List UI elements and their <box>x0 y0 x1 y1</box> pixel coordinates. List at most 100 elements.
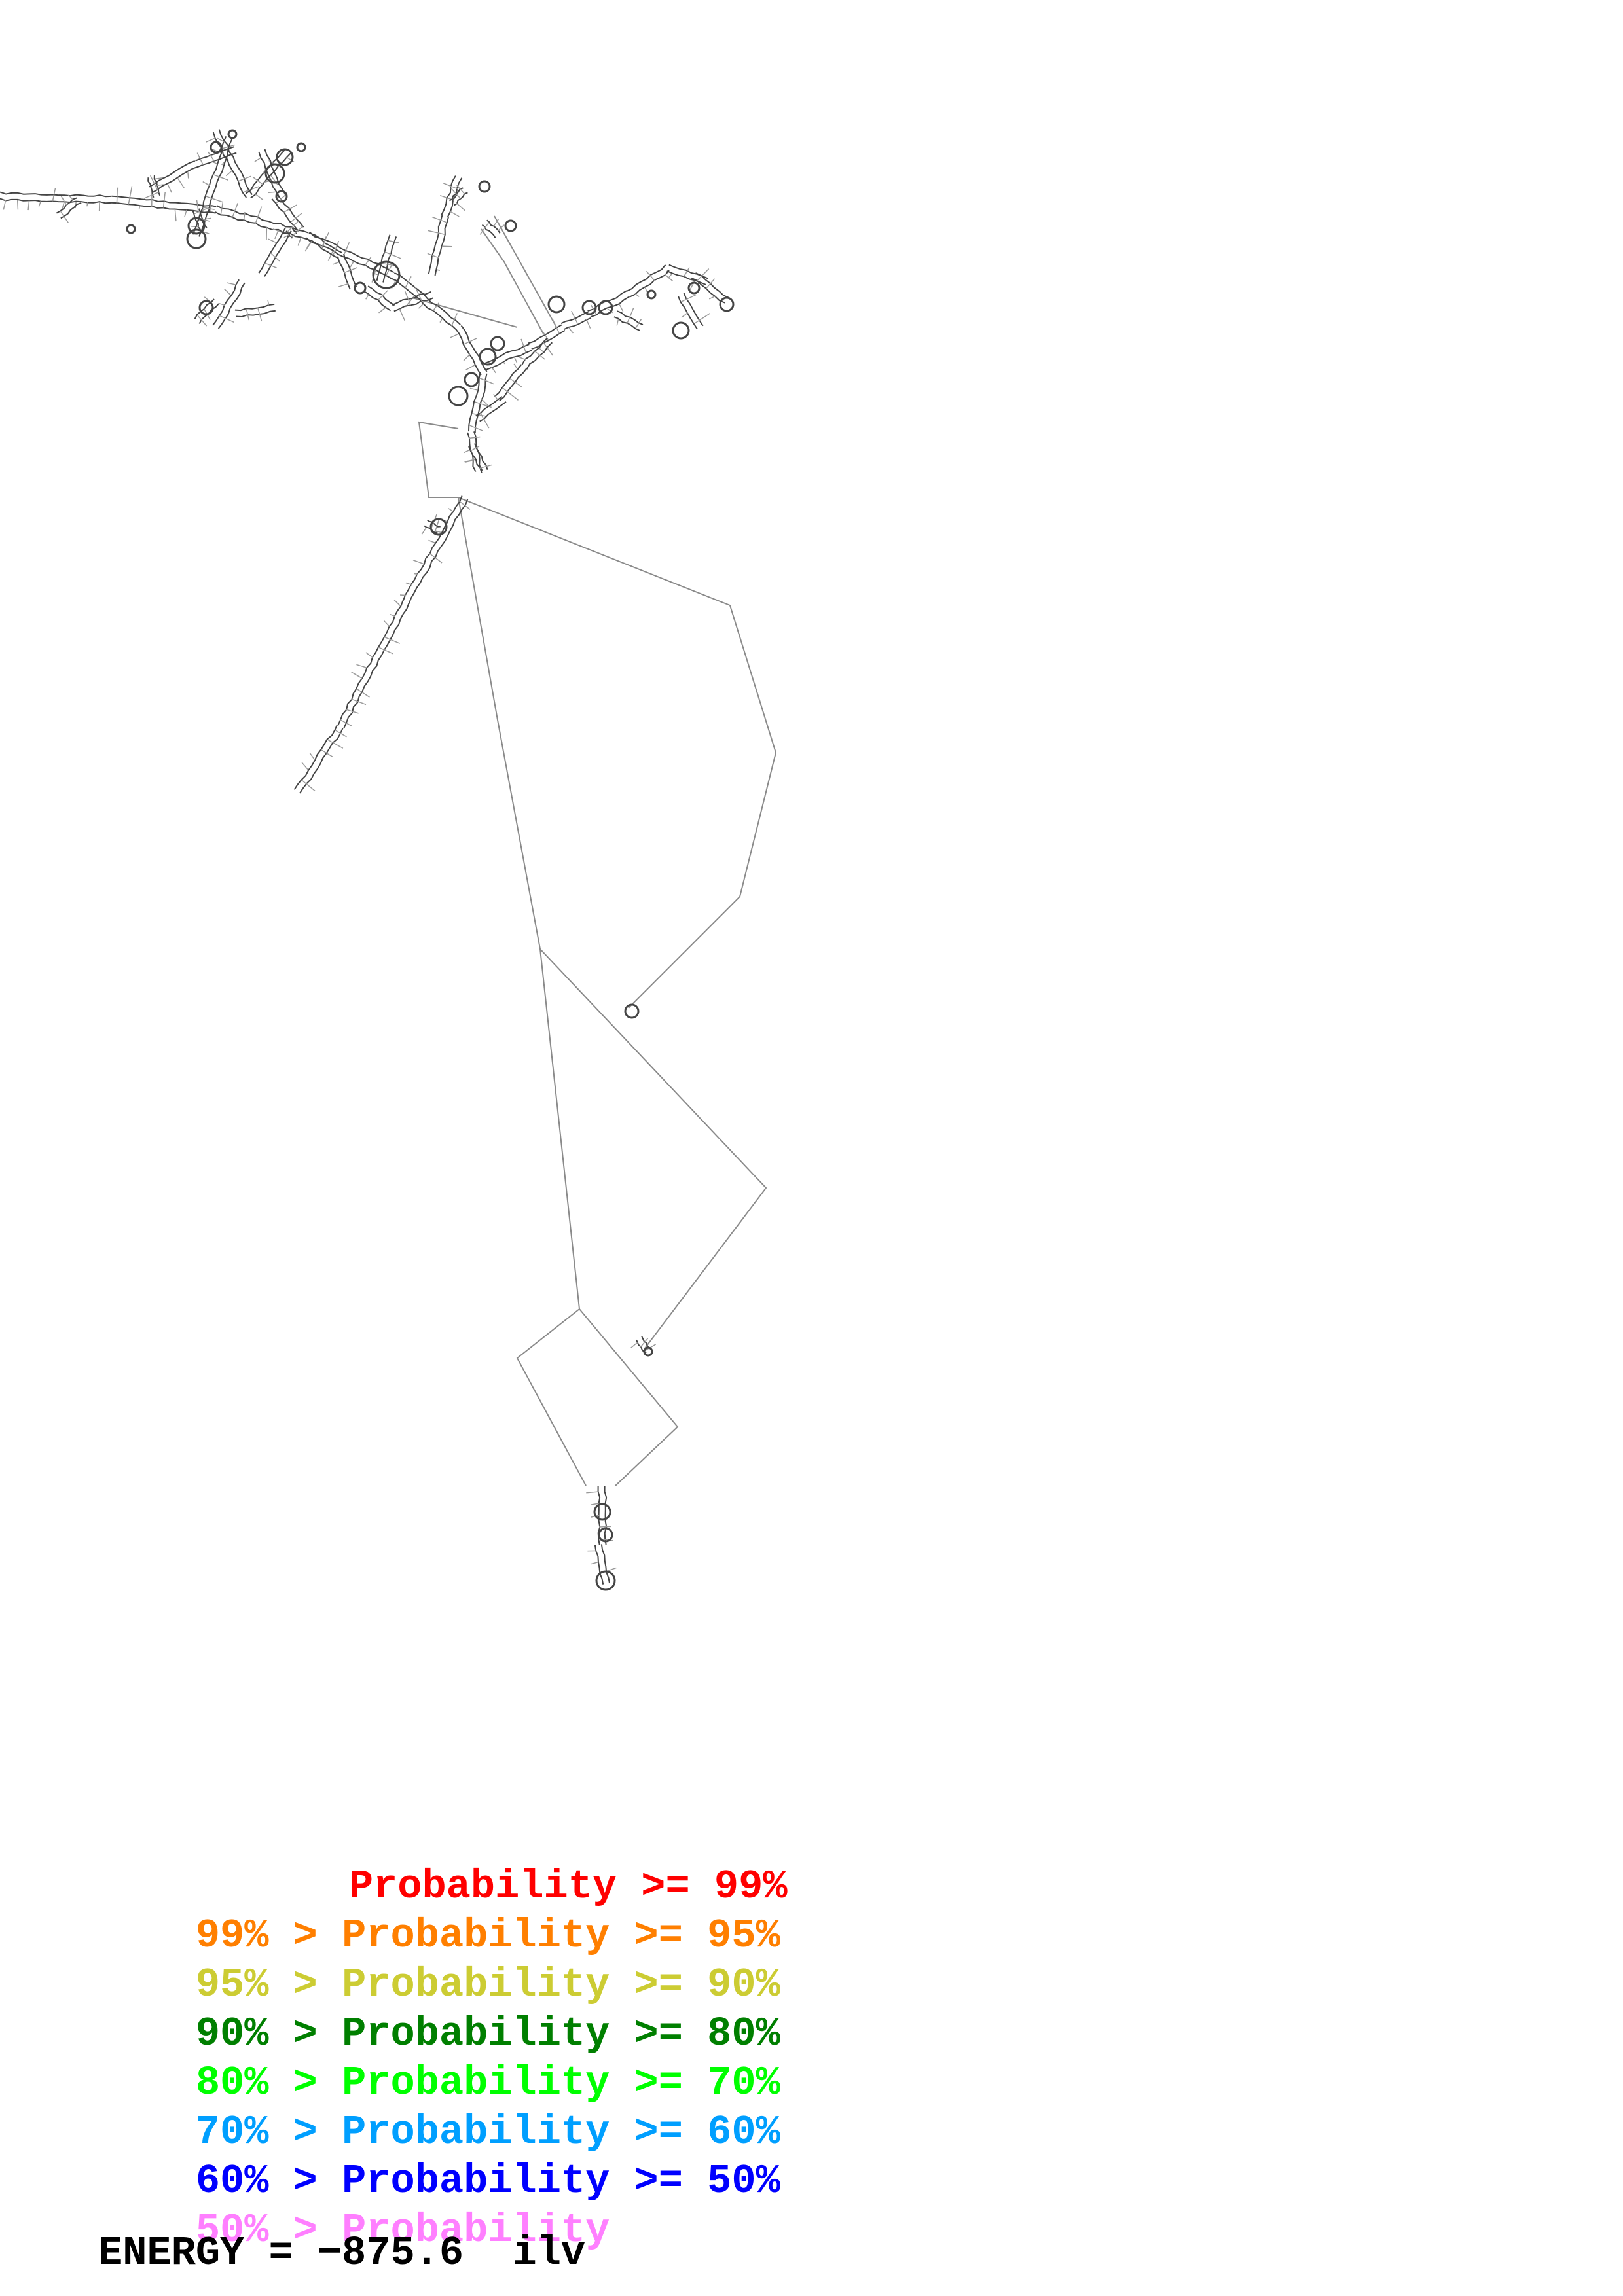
helix-stem-9-tick <box>155 177 164 180</box>
helix-stem-21-strand-b <box>236 310 276 317</box>
helix-stem-14-tick <box>202 207 215 210</box>
legend-row-7-label: Probability <box>342 2207 610 2253</box>
helix-stem-11-strand-b <box>149 160 196 188</box>
helix-stem-5-tick <box>463 353 471 361</box>
helix-stem-32-tick <box>607 308 613 314</box>
helix-stem-arm-d-tick <box>434 520 440 533</box>
helix-stem-29-strand-a <box>485 350 532 371</box>
hairpin-loop-1 <box>264 163 285 184</box>
hairpin-loop-24 <box>210 141 223 154</box>
helix-stem-21-tick <box>257 307 263 322</box>
helix-stem-33-strand-b <box>626 264 666 293</box>
helix-stem-bottom-b-tick <box>591 1561 599 1565</box>
helix-stem-33-strand-a <box>629 270 670 298</box>
helix-stem-37-tick <box>616 319 619 326</box>
helix-stem-39-tick <box>502 387 519 401</box>
hairpin-loop-6 <box>464 372 479 387</box>
backbone-connector-0 <box>458 497 777 1009</box>
hairpin-loop-30 <box>354 281 367 295</box>
helix-stem-38-strand-b <box>526 342 553 370</box>
helix-stem-37-strand-b <box>617 310 644 325</box>
helix-stem-15-tick <box>255 193 264 201</box>
hairpin-loop-14 <box>598 300 613 315</box>
helix-stem-22-tick <box>321 236 327 249</box>
backbone-connector-6 <box>481 228 544 334</box>
helix-stem-14-tick <box>211 160 217 164</box>
helix-stem-6-strand-b <box>474 373 488 433</box>
helix-stem-32-tick <box>618 302 624 312</box>
hairpin-loop-19 <box>598 1527 613 1543</box>
backbone-connector-4 <box>579 1308 679 1486</box>
helix-stem-44-tick <box>286 220 299 233</box>
helix-stem-8-tick <box>60 196 67 206</box>
helix-stem-35-tick <box>705 278 716 289</box>
helix-stem-11-tick <box>177 177 185 188</box>
helix-stem-0-tick <box>38 200 42 207</box>
helix-stem-arm-c-tick <box>309 752 316 761</box>
hairpin-loops <box>126 129 735 1591</box>
hairpin-loop-11 <box>719 296 735 312</box>
helix-stem-0-tick <box>3 200 7 210</box>
legend-row-4: 80% > Probability >= 70% <box>98 2022 780 2144</box>
helix-stem-27-tick <box>450 211 460 217</box>
helix-stem-15-tick <box>270 175 279 186</box>
helix-stem-29-tick <box>491 367 496 374</box>
helix-stem-11-tick <box>167 183 172 193</box>
helix-stem-13-strand-a <box>212 132 247 198</box>
helix-stem-24-tick <box>378 306 387 314</box>
helix-stem-arm-b-tick <box>383 620 390 627</box>
helix-stem-2-tick <box>232 203 238 218</box>
hairpin-loop-5 <box>448 386 469 406</box>
helix-stem-2-tick <box>255 206 263 224</box>
helix-stem-4-tick <box>404 276 412 289</box>
helix-stem-26-tick <box>428 230 445 235</box>
helix-stem-bottom-b-strand-b <box>600 1544 611 1584</box>
helix-stem-18-tick <box>268 238 277 243</box>
helix-stem-8-tick <box>67 194 74 200</box>
hairpin-loop-7 <box>372 260 401 289</box>
helix-stem-arm-c-strand-a <box>293 724 338 791</box>
helix-stem-arm-a-strand-a <box>402 495 463 601</box>
helix-stem-mid-tick <box>630 1342 638 1348</box>
helix-stem-23-tick <box>333 261 340 265</box>
helix-stem-18-strand-b <box>264 230 292 277</box>
helix-stem-2-tick <box>220 202 224 215</box>
hairpin-loop-3 <box>198 300 214 315</box>
helix-stem-18-tick <box>272 228 283 233</box>
helix-stem-25-tick <box>404 291 411 306</box>
helix-stem-1-tick <box>196 200 199 211</box>
helix-stem-14-tick <box>213 174 228 181</box>
helix-stem-25-tick <box>399 308 406 321</box>
helix-stem-24-tick <box>377 290 388 301</box>
helix-stem-arm-a-tick <box>458 500 471 510</box>
helix-stem-0-tick <box>52 188 56 202</box>
backbone-connector-2 <box>539 948 767 1349</box>
helix-stem-40-tick <box>480 412 490 429</box>
helix-stem-39-tick <box>509 378 522 387</box>
helix-stem-20-strand-b <box>217 282 246 329</box>
helix-stem-0-tick <box>86 202 88 207</box>
legend-row-5: 70% > Probability >= 60% <box>98 2072 780 2193</box>
helix-stem-35-strand-a <box>691 277 726 304</box>
helix-stem-43-strand-a <box>376 234 391 281</box>
helix-stem-42-tick <box>479 222 490 235</box>
helix-stem-13-tick <box>206 137 216 143</box>
helix-stem-24-tick <box>365 293 370 300</box>
helix-stem-39-strand-b <box>499 368 527 402</box>
helix-stem-39-tick <box>513 363 519 370</box>
helix-stem-12-strand-a <box>197 152 237 168</box>
helix-stem-4-tick <box>418 303 424 309</box>
helix-stem-12-tick <box>208 151 215 162</box>
helix-stem-arm-d-tick <box>421 527 427 535</box>
helix-stem-arm-c-tick <box>301 762 309 770</box>
helix-stem-15-tick <box>252 176 264 185</box>
helix-stem-arm-b-strand-a <box>337 600 404 726</box>
helix-stem-22-tick <box>304 241 312 252</box>
helix-stem-1-tick <box>162 192 166 208</box>
legend-row-0: Probability >= 99% <box>98 1826 788 1948</box>
helix-stem-arm-d-strand-b <box>427 519 441 528</box>
helix-stem-43-tick <box>388 240 399 243</box>
helix-stem-arm-c-strand-b <box>299 727 344 794</box>
helix-stem-4-strand-b <box>393 272 461 325</box>
helix-stem-36-tick <box>681 294 697 302</box>
